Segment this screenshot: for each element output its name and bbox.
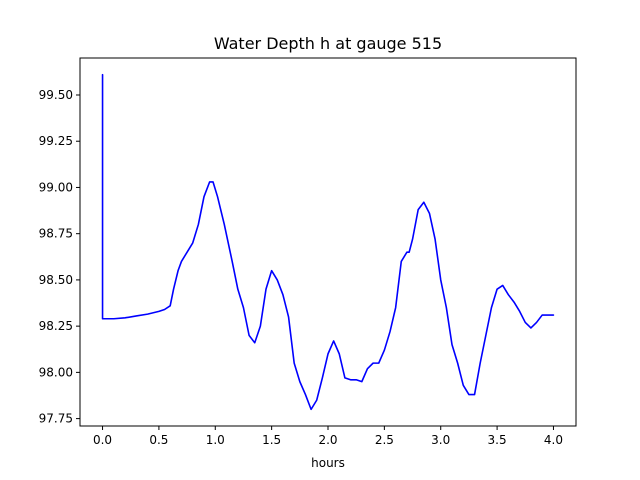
plot-area	[101, 73, 555, 411]
x-axis-label: hours	[311, 456, 345, 470]
x-tick-label: 4.0	[544, 433, 563, 447]
plot-frame	[79, 57, 577, 427]
x-tick-label: 2.5	[375, 433, 394, 447]
x-tick-label: 3.5	[488, 433, 507, 447]
x-tick-label: 1.5	[262, 433, 281, 447]
y-tick-label: 99.00	[39, 180, 73, 194]
y-tick-label: 99.50	[39, 88, 73, 102]
y-tick-label: 98.25	[39, 319, 73, 333]
y-tick-label: 99.25	[39, 134, 73, 148]
y-tick-label: 98.00	[39, 365, 73, 379]
x-tick-label: 2.0	[318, 433, 337, 447]
y-tick-label: 98.50	[39, 273, 73, 287]
x-tick-label: 0.0	[93, 433, 112, 447]
axes: 0.0 0.5 1.0 1.5 2.0 2.5 3.0 3.5 4.0 97.75 98.00 98.…	[39, 88, 563, 447]
chart-title: Water Depth h at gauge 515	[214, 34, 442, 53]
x-tick-label: 1.0	[206, 433, 225, 447]
y-tick-label: 98.75	[39, 227, 73, 241]
x-tick-label: 3.0	[431, 433, 450, 447]
x-tick-label: 0.5	[149, 433, 168, 447]
series-line-0	[101, 73, 555, 411]
y-tick-label: 97.75	[39, 412, 73, 426]
